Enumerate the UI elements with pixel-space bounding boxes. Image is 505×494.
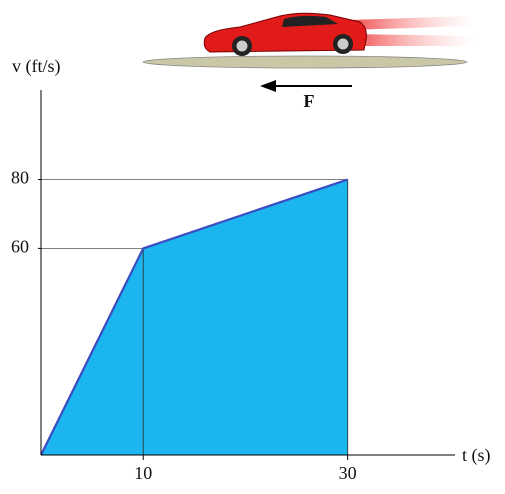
y-tick-label: 80 <box>11 168 29 188</box>
area <box>41 179 348 455</box>
car-illustration <box>142 12 475 69</box>
y-axis-label: v (ft/s) <box>12 56 61 77</box>
y-tick-label: 60 <box>11 237 29 257</box>
x-axis-label: t (s) <box>462 445 491 466</box>
x-tick-label: 30 <box>339 463 357 483</box>
x-tick-label: 10 <box>134 463 152 483</box>
force-arrow <box>260 80 352 92</box>
line <box>40 178 349 456</box>
force-label: F <box>304 91 315 111</box>
